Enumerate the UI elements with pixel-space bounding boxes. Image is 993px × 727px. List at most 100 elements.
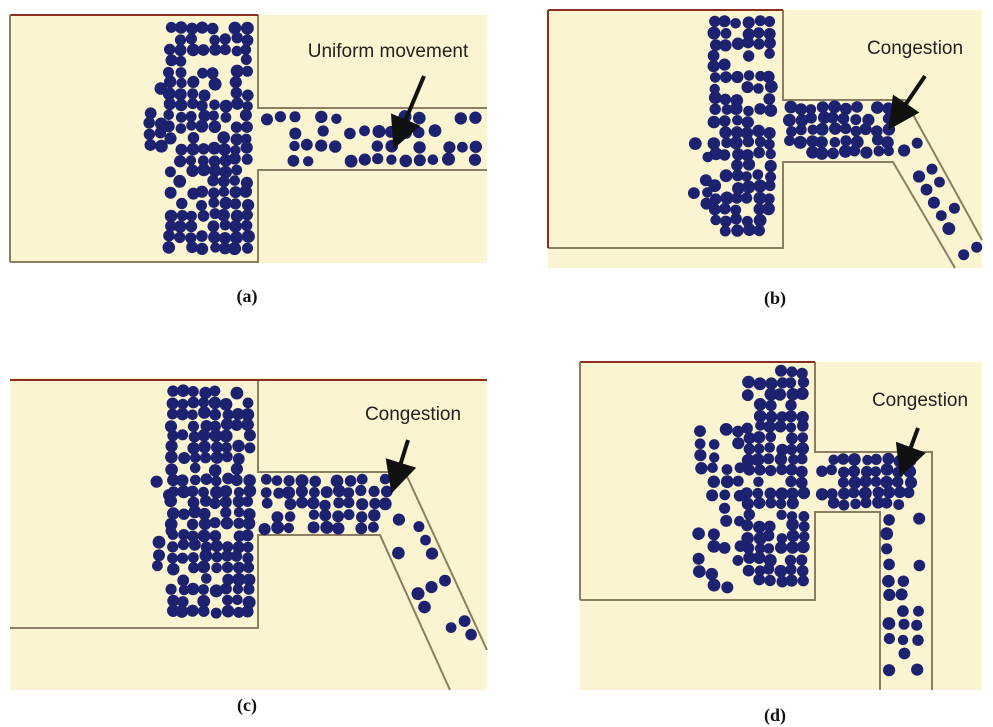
pedestrian bbox=[732, 437, 744, 449]
pedestrian bbox=[284, 475, 295, 486]
pedestrian bbox=[221, 112, 232, 123]
pedestrian bbox=[882, 575, 895, 588]
pedestrian bbox=[174, 155, 186, 167]
pedestrian bbox=[744, 443, 755, 454]
pedestrian bbox=[208, 220, 220, 232]
pedestrian bbox=[186, 165, 198, 177]
pedestrian bbox=[732, 426, 744, 438]
pedestrian bbox=[261, 487, 272, 498]
pedestrian bbox=[228, 242, 241, 255]
pedestrian bbox=[243, 542, 254, 553]
pedestrian bbox=[414, 154, 426, 166]
pedestrian bbox=[229, 175, 240, 186]
pedestrian bbox=[883, 113, 894, 124]
pedestrian bbox=[155, 82, 168, 95]
pedestrian bbox=[220, 220, 231, 231]
pedestrian bbox=[233, 453, 245, 465]
pedestrian bbox=[913, 170, 925, 182]
pedestrian bbox=[764, 104, 777, 117]
pedestrian bbox=[828, 100, 841, 113]
pedestrian bbox=[288, 155, 300, 167]
pedestrian bbox=[446, 622, 457, 633]
pedestrian bbox=[329, 140, 341, 152]
pedestrian bbox=[189, 539, 201, 551]
pedestrian bbox=[733, 476, 744, 487]
pedestrian bbox=[209, 409, 221, 421]
pedestrian bbox=[167, 563, 179, 575]
pedestrian bbox=[163, 230, 175, 242]
pedestrian bbox=[240, 109, 252, 121]
pedestrian bbox=[734, 516, 745, 527]
pedestrian bbox=[710, 72, 721, 83]
pedestrian bbox=[797, 541, 810, 554]
pedestrian bbox=[151, 476, 163, 488]
pedestrian bbox=[178, 452, 190, 464]
pedestrian bbox=[393, 514, 405, 526]
pedestrian bbox=[271, 521, 284, 534]
pedestrian bbox=[911, 664, 923, 676]
pedestrian bbox=[848, 453, 861, 466]
pedestrian bbox=[710, 215, 721, 226]
pedestrian bbox=[775, 365, 787, 377]
pedestrian bbox=[816, 488, 828, 500]
pedestrian bbox=[701, 198, 713, 210]
pedestrian bbox=[785, 564, 796, 575]
pedestrian bbox=[731, 71, 743, 83]
pedestrian bbox=[428, 154, 439, 165]
pedestrian bbox=[785, 377, 796, 388]
pedestrian bbox=[710, 104, 721, 115]
pedestrian bbox=[259, 523, 271, 535]
pedestrian bbox=[196, 22, 208, 34]
pedestrian bbox=[786, 444, 797, 455]
pedestrian bbox=[153, 536, 166, 549]
pedestrian bbox=[198, 406, 211, 419]
pedestrian bbox=[167, 553, 178, 564]
pedestrian bbox=[914, 560, 926, 572]
pedestrian bbox=[309, 476, 321, 488]
pedestrian bbox=[242, 154, 253, 165]
pedestrian bbox=[319, 509, 331, 521]
pedestrian bbox=[693, 565, 706, 578]
pedestrian bbox=[188, 552, 199, 563]
pedestrian bbox=[796, 466, 808, 478]
pedestrian bbox=[753, 431, 765, 443]
pedestrian bbox=[794, 136, 807, 149]
pedestrian bbox=[241, 220, 252, 231]
pedestrian bbox=[165, 463, 178, 476]
pedestrian bbox=[700, 174, 712, 186]
pedestrian bbox=[209, 100, 220, 111]
pedestrian bbox=[817, 101, 829, 113]
pedestrian bbox=[230, 76, 242, 88]
pedestrian bbox=[797, 453, 808, 464]
pedestrian bbox=[911, 620, 922, 631]
pedestrian bbox=[785, 400, 796, 411]
pedestrian bbox=[178, 539, 189, 550]
pedestrian bbox=[898, 635, 908, 645]
pedestrian bbox=[719, 115, 731, 127]
pedestrian bbox=[720, 216, 732, 228]
pedestrian bbox=[163, 110, 174, 121]
pedestrian bbox=[284, 523, 294, 533]
pedestrian bbox=[457, 142, 468, 153]
pedestrian bbox=[752, 169, 763, 180]
pedestrian bbox=[764, 575, 775, 586]
pedestrian bbox=[174, 220, 186, 232]
pedestrian bbox=[798, 432, 809, 443]
pedestrian bbox=[289, 141, 299, 151]
pedestrian bbox=[936, 210, 947, 221]
pedestrian bbox=[721, 28, 732, 39]
pedestrian bbox=[719, 15, 731, 27]
pedestrian bbox=[731, 224, 743, 236]
pedestrian bbox=[385, 140, 398, 153]
pedestrian bbox=[303, 156, 313, 166]
pedestrian bbox=[195, 120, 208, 133]
pedestrian bbox=[753, 488, 764, 499]
pedestrian bbox=[197, 68, 208, 79]
pedestrian bbox=[176, 67, 187, 78]
pedestrian bbox=[209, 498, 220, 509]
pedestrian bbox=[764, 139, 775, 150]
pedestrian bbox=[187, 143, 200, 156]
pedestrian bbox=[720, 226, 731, 237]
pedestrian bbox=[776, 499, 787, 510]
pedestrian bbox=[177, 429, 188, 440]
